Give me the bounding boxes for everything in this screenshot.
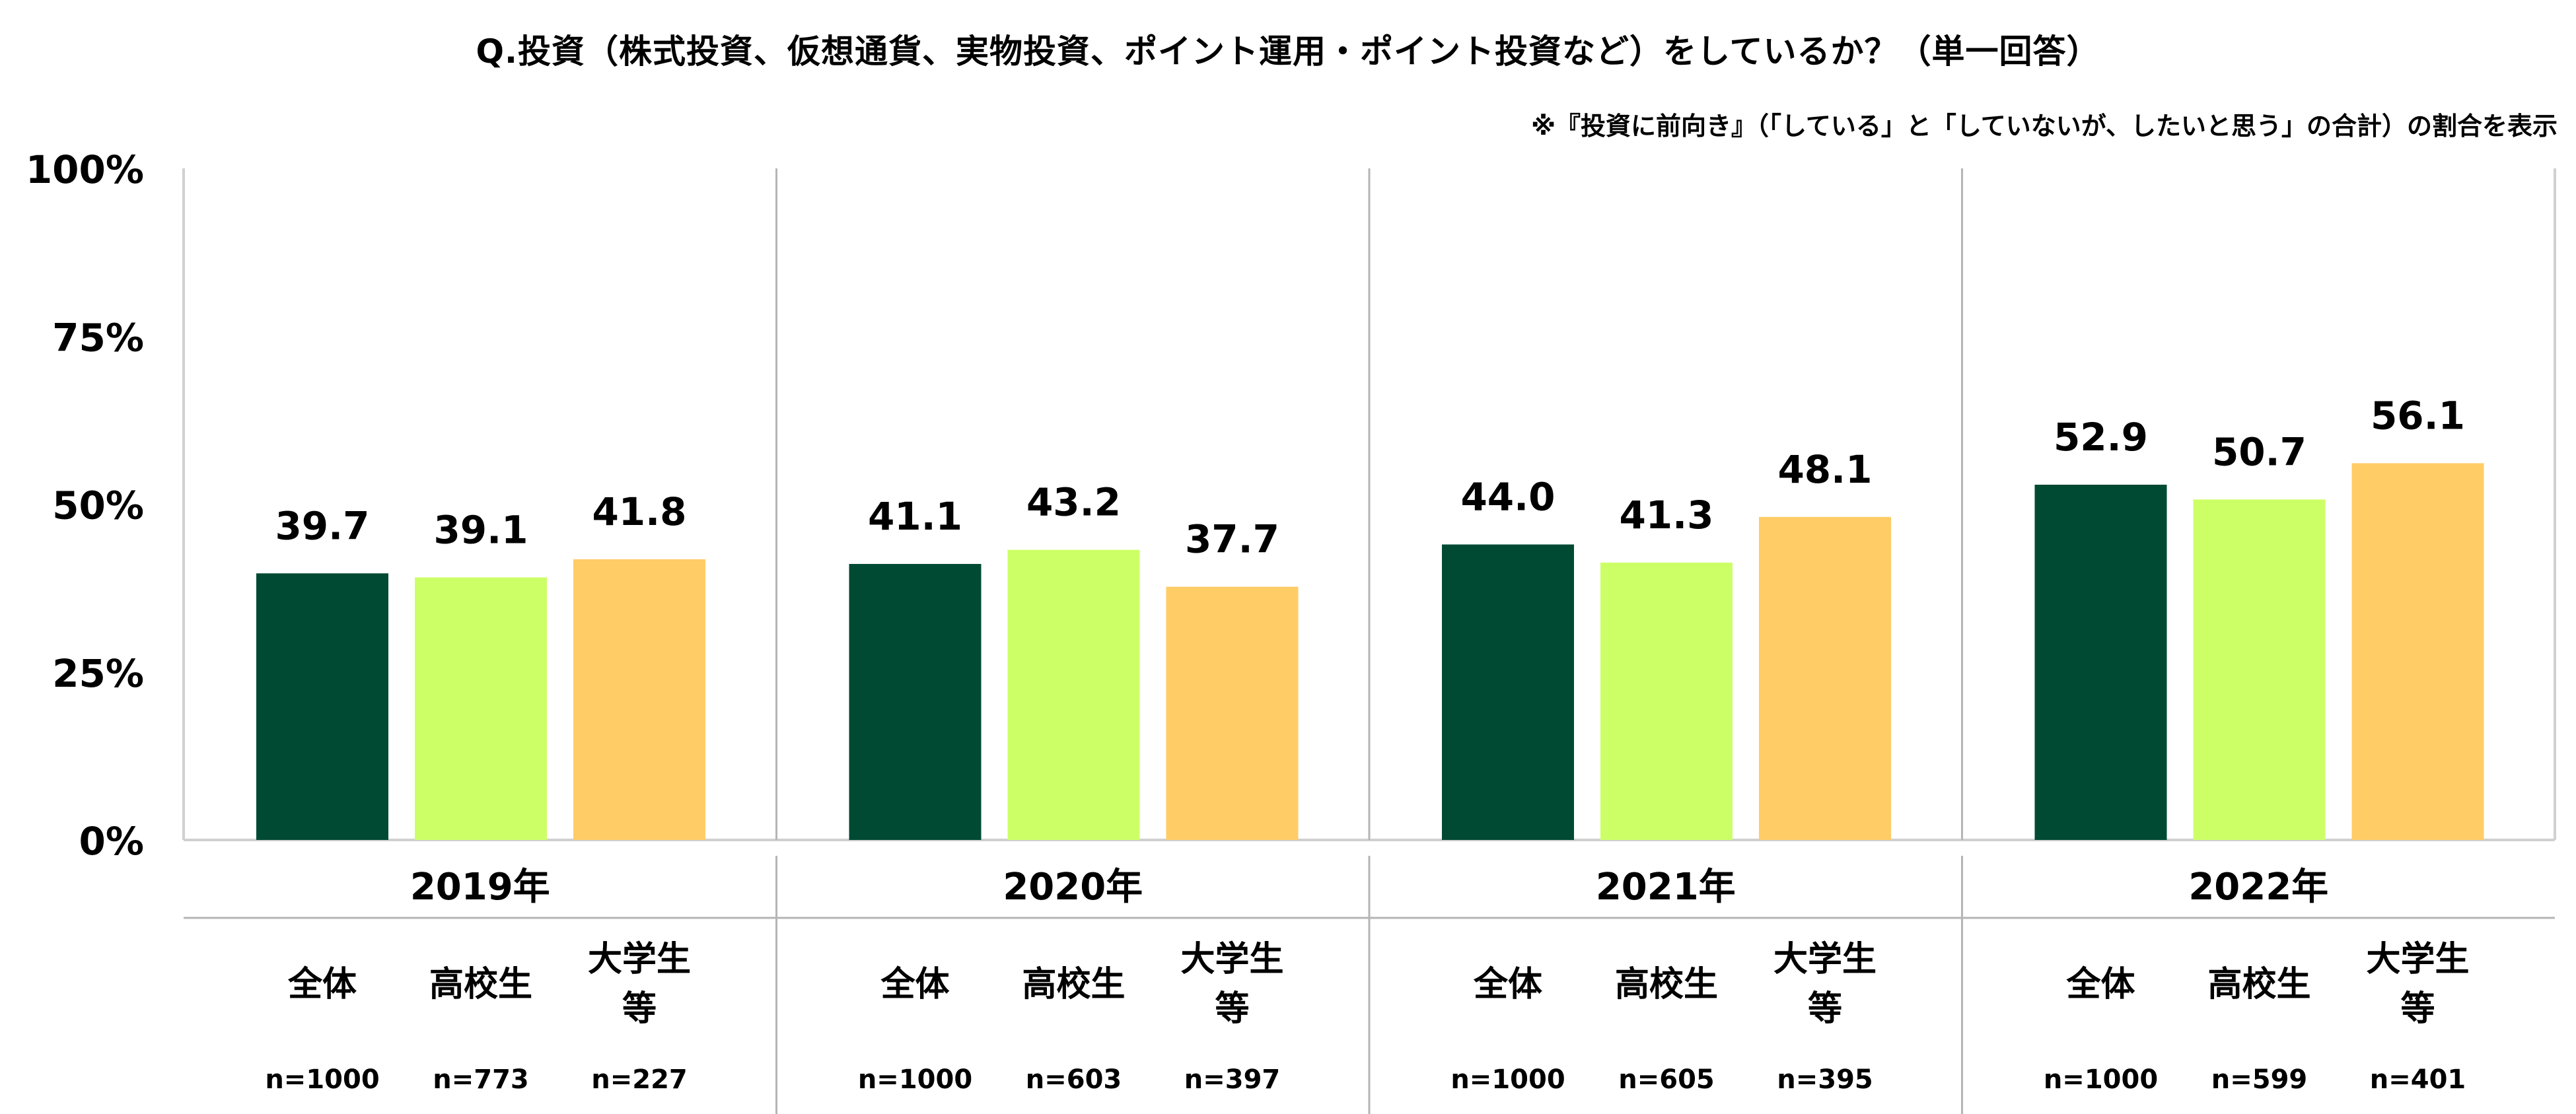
bar [415,577,547,840]
sample-size-label: n=395 [1777,1064,1873,1095]
category-label: 大学生 [1773,940,1877,979]
sample-size-label: n=1000 [2044,1064,2158,1095]
sample-size-label: n=599 [2211,1064,2308,1095]
bar [1166,586,1299,840]
bar [573,559,705,840]
sample-size-label: n=1000 [265,1064,379,1095]
sample-size-label: n=773 [433,1064,529,1095]
data-label: 37.7 [1185,517,1279,562]
sample-size-label: n=1000 [1450,1064,1565,1095]
category-label: 全体 [287,965,357,1004]
year-label: 2021年 [1596,866,1736,909]
data-label: 41.8 [592,489,686,534]
data-label: 48.1 [1777,447,1872,492]
data-label: 52.9 [2054,415,2148,460]
sample-size-label: n=397 [1184,1064,1281,1095]
data-label: 39.7 [275,503,369,548]
data-label: 43.2 [1026,480,1121,525]
bar [2351,463,2484,840]
chart-title: Q.投資（株式投資、仮想通貨、実物投資、ポイント運用・ポイント投資など）をしてい… [476,32,2100,71]
category-label: 高校生 [1022,965,1125,1004]
data-label: 39.1 [433,507,528,552]
y-tick-label: 25% [52,651,144,696]
sample-size-label: n=227 [591,1064,688,1095]
category-label: 大学生 [588,940,691,979]
year-label: 2019年 [410,866,550,909]
category-label: 等 [1808,989,1842,1029]
data-label: 56.1 [2371,393,2465,438]
sample-size-label: n=401 [2370,1064,2466,1095]
chart-note: ※『投資に前向き』（「している」と「していないが、したいと思う」の合計）の割合を… [1531,112,2558,141]
category-label: 大学生 [1180,940,1283,979]
category-label: 高校生 [1615,965,1718,1004]
data-label: 41.1 [868,494,962,539]
bar [2034,485,2167,840]
bar [1007,549,1140,840]
category-label: 高校生 [2207,965,2310,1004]
bar [1442,544,1574,840]
y-tick-label: 0% [79,819,144,864]
category-label: 全体 [1473,965,1542,1004]
sample-size-label: n=603 [1026,1064,1122,1095]
category-label: 等 [622,989,657,1029]
bar [1759,516,1891,840]
data-label: 50.7 [2212,429,2307,474]
sample-size-label: n=1000 [858,1064,972,1095]
y-tick-label: 75% [52,315,144,360]
sample-size-label: n=605 [1618,1064,1715,1095]
category-label: 大学生 [2366,940,2469,979]
category-label: 等 [1215,989,1249,1029]
data-label: 44.0 [1460,475,1555,520]
category-label: 全体 [2065,965,2135,1004]
category-label: 全体 [880,965,949,1004]
bar [2193,499,2326,840]
year-label: 2022年 [2188,866,2328,909]
bar [256,573,388,840]
category-label: 高校生 [429,965,532,1004]
bar [849,564,982,840]
y-tick-label: 100% [26,147,144,192]
year-label: 2020年 [1003,866,1143,909]
category-label: 等 [2400,989,2435,1029]
data-label: 41.3 [1619,493,1713,538]
y-tick-label: 50% [52,483,144,528]
bar [1600,562,1733,840]
